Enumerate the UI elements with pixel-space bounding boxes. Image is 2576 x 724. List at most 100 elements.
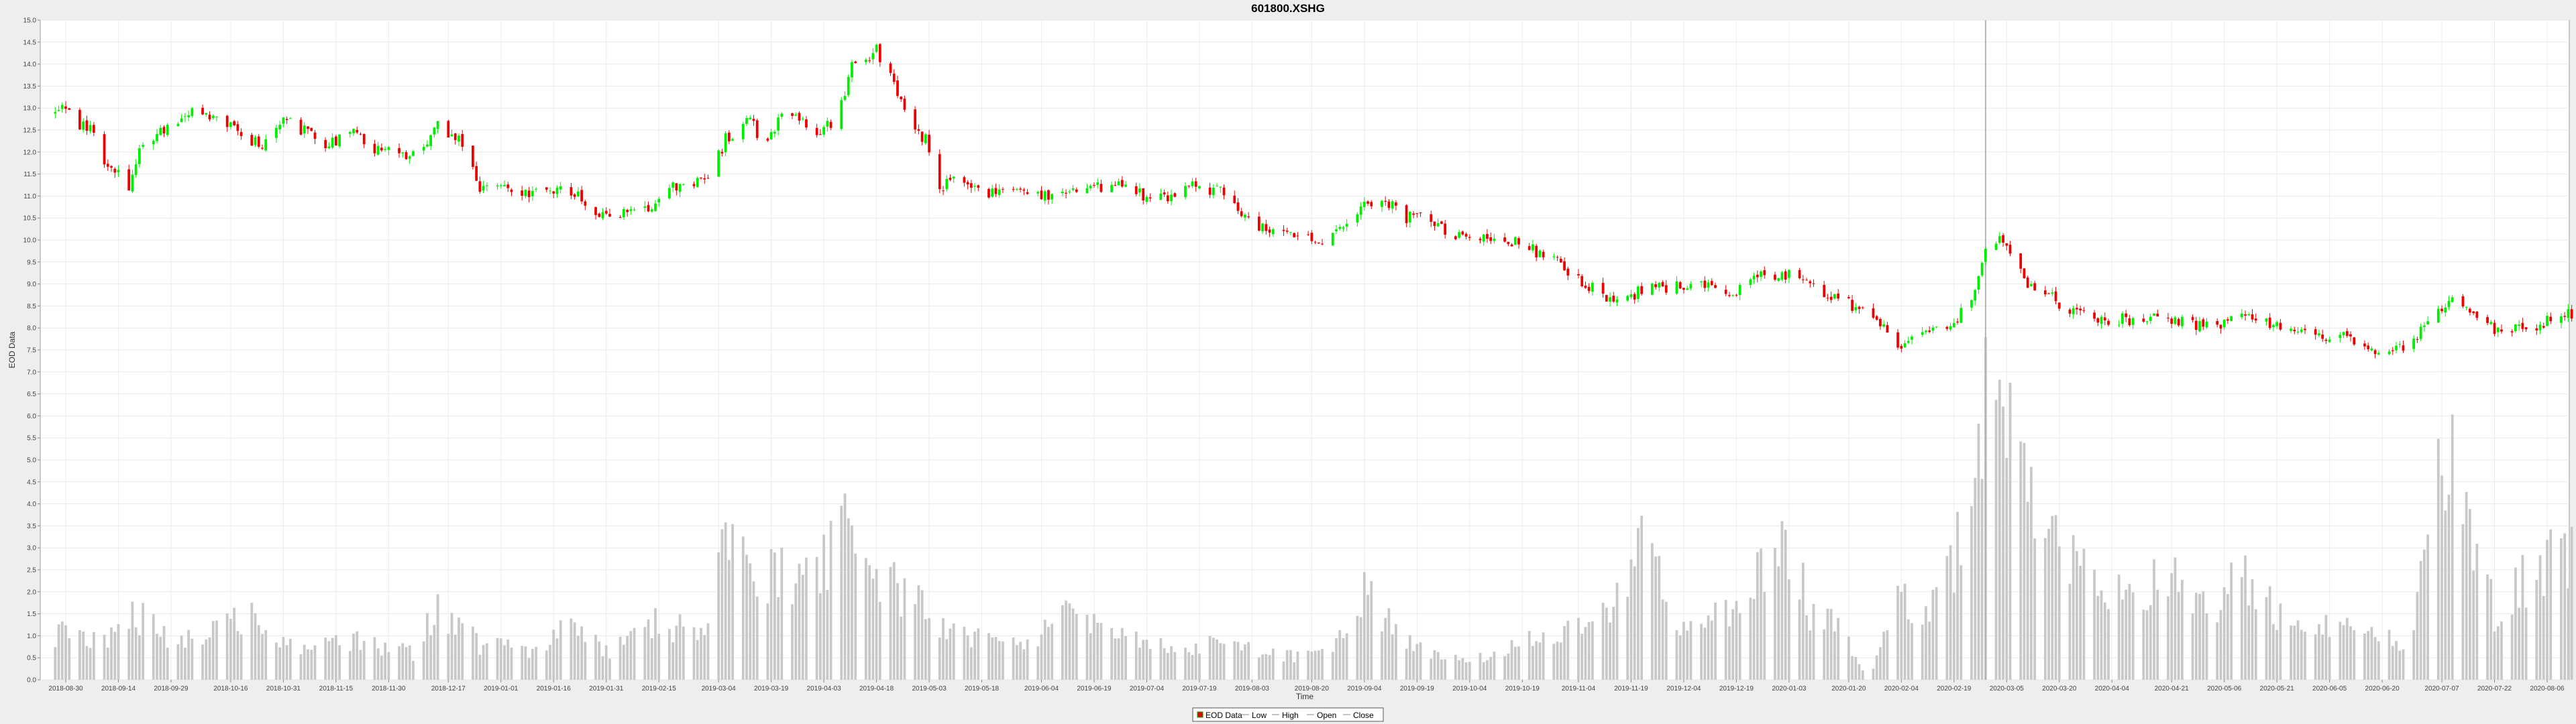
candle-body (2447, 300, 2451, 307)
volume-bar (1805, 615, 1808, 680)
y-tick-label: 1.0 (27, 633, 36, 640)
candle-body (2230, 316, 2233, 321)
volume-bar (2170, 572, 2174, 680)
candle-body (2177, 318, 2180, 326)
candle-body (1289, 232, 1292, 233)
candle-body (2244, 314, 2247, 316)
volume-bar (2538, 555, 2542, 680)
candle-body (2363, 343, 2366, 347)
candle-body (977, 185, 980, 188)
volume-bar (1458, 660, 1460, 680)
candle-body (2440, 308, 2443, 312)
candle-body (1612, 296, 1615, 302)
candle-body (1240, 211, 1243, 217)
volume-bar (2079, 566, 2082, 680)
candle-body (2194, 320, 2198, 330)
volume-bar (1110, 627, 1114, 680)
volume-bar (2254, 609, 2257, 680)
candle-body (1833, 294, 1836, 299)
candle-body (1043, 191, 1046, 201)
candle-body (580, 190, 583, 202)
volume-bar (766, 603, 769, 680)
volume-bar (2395, 641, 2398, 680)
volume-bar (2461, 524, 2465, 680)
volume-bar (1633, 566, 1636, 680)
candle-body (229, 122, 232, 127)
volume-bar (1556, 642, 1559, 680)
volume-bar (1047, 627, 1050, 680)
volume-bar (2145, 610, 2149, 680)
candle-body (2500, 329, 2503, 332)
candle-body (103, 134, 106, 165)
volume-bar (239, 634, 243, 680)
candle-body (1321, 243, 1324, 245)
candle-body (2373, 350, 2377, 355)
volume-bar (131, 601, 134, 680)
candle-body (1925, 330, 1927, 333)
volume-bar (531, 649, 534, 680)
volume-bar (2051, 516, 2054, 680)
volume-bar (275, 642, 278, 680)
candle-body (682, 184, 685, 185)
candle-body (1823, 285, 1826, 298)
candle-body (1099, 184, 1103, 192)
volume-bar (233, 607, 236, 680)
candle-body (2100, 316, 2103, 324)
candle-body (159, 127, 162, 135)
candle-body (668, 188, 671, 198)
candle-body (331, 137, 334, 148)
candle-body (1847, 297, 1850, 299)
candle-body (2395, 345, 2398, 351)
volume-bar (1977, 424, 1980, 680)
candle-body (1563, 261, 1566, 271)
volume-bar (570, 618, 573, 680)
volume-bar (359, 650, 362, 680)
y-tick-label: 10.5 (23, 215, 37, 223)
candle-body (78, 109, 81, 130)
candle-body (2076, 308, 2078, 310)
legend-label-close: Close (1353, 711, 1374, 720)
candle-body (928, 135, 930, 153)
candle-body (1960, 308, 1963, 323)
volume-bar (2019, 441, 2023, 680)
candle-body (1436, 223, 1440, 227)
volume-bar (900, 616, 903, 680)
candle-body (1633, 294, 1636, 300)
candle-body (994, 188, 998, 194)
volume-bar (1777, 566, 1780, 680)
volume-bar (250, 603, 254, 680)
volume-bar (1678, 635, 1682, 680)
candle-body (2156, 313, 2159, 317)
x-tick-label: 2019-03-04 (702, 685, 737, 692)
volume-bar (313, 645, 317, 680)
volume-bar (373, 637, 376, 680)
volume-bar (429, 635, 433, 680)
volume-bar (1482, 662, 1485, 680)
volume-bar (327, 641, 331, 680)
candle-body (573, 194, 576, 197)
volume-bar (822, 534, 825, 680)
candle-body (2567, 309, 2570, 318)
volume-bar (236, 631, 239, 680)
candle-body (2342, 332, 2345, 336)
volume-bar (1812, 603, 1815, 680)
candle-body (1335, 229, 1338, 231)
candle-body (1879, 318, 1882, 326)
volume-bar (1658, 556, 1661, 680)
candle-body (1664, 285, 1668, 293)
volume-bar (584, 642, 587, 680)
candle-body (2349, 334, 2352, 337)
volume-bar (2194, 593, 2198, 680)
candle-body (892, 73, 896, 82)
candle-body (1911, 337, 1913, 340)
candle-body (1257, 217, 1260, 231)
candle-body (376, 145, 380, 155)
candle-body (282, 117, 285, 124)
candle-body (773, 131, 776, 134)
candle-body (1658, 282, 1661, 288)
volume-bar (1022, 649, 1026, 680)
candle-body (422, 147, 425, 151)
candle-body (2142, 318, 2145, 322)
volume-bar (2247, 605, 2251, 680)
candle-body (191, 108, 194, 116)
